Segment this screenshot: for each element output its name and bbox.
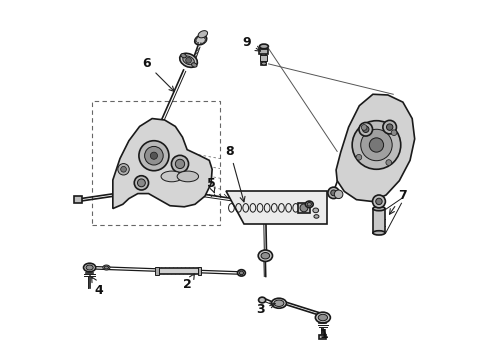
Circle shape xyxy=(118,163,129,175)
Circle shape xyxy=(262,200,270,207)
Text: 1: 1 xyxy=(319,328,328,341)
Circle shape xyxy=(196,41,197,42)
Circle shape xyxy=(175,159,185,168)
Ellipse shape xyxy=(180,53,197,67)
Ellipse shape xyxy=(161,171,182,182)
Circle shape xyxy=(300,204,308,212)
Circle shape xyxy=(202,36,203,37)
Ellipse shape xyxy=(83,263,96,272)
Ellipse shape xyxy=(192,63,197,67)
Ellipse shape xyxy=(260,44,269,49)
Circle shape xyxy=(363,126,369,132)
Text: 2: 2 xyxy=(183,274,195,291)
Circle shape xyxy=(334,190,343,199)
Polygon shape xyxy=(226,192,327,224)
Bar xyxy=(260,55,267,62)
Circle shape xyxy=(172,156,189,172)
Polygon shape xyxy=(336,94,415,202)
Ellipse shape xyxy=(314,215,319,218)
Circle shape xyxy=(204,37,206,39)
Circle shape xyxy=(352,121,401,169)
Text: 8: 8 xyxy=(226,145,245,202)
Ellipse shape xyxy=(271,298,287,308)
Bar xyxy=(262,46,266,65)
Circle shape xyxy=(356,154,362,160)
Circle shape xyxy=(387,124,393,130)
Bar xyxy=(298,203,310,213)
Ellipse shape xyxy=(258,250,272,261)
Circle shape xyxy=(197,42,199,44)
Ellipse shape xyxy=(305,201,313,207)
Ellipse shape xyxy=(177,171,198,182)
Circle shape xyxy=(328,187,339,199)
Circle shape xyxy=(139,141,169,171)
Ellipse shape xyxy=(262,62,267,65)
Circle shape xyxy=(138,179,146,187)
Circle shape xyxy=(200,43,201,44)
Circle shape xyxy=(205,40,206,42)
Ellipse shape xyxy=(181,54,186,58)
Circle shape xyxy=(376,198,382,204)
Circle shape xyxy=(331,190,337,196)
Circle shape xyxy=(195,39,196,40)
Ellipse shape xyxy=(239,271,244,275)
Ellipse shape xyxy=(373,206,385,211)
Circle shape xyxy=(205,39,206,41)
Bar xyxy=(319,336,326,339)
Circle shape xyxy=(386,160,392,165)
Circle shape xyxy=(259,196,273,210)
Circle shape xyxy=(372,195,386,208)
Circle shape xyxy=(391,130,397,136)
Ellipse shape xyxy=(318,314,327,321)
Ellipse shape xyxy=(274,300,284,306)
Circle shape xyxy=(121,166,126,172)
Text: 6: 6 xyxy=(143,57,174,91)
Text: 9: 9 xyxy=(243,36,261,51)
Circle shape xyxy=(134,176,148,190)
Ellipse shape xyxy=(183,56,195,65)
Circle shape xyxy=(361,125,367,130)
Circle shape xyxy=(196,37,198,38)
Bar xyxy=(373,208,385,233)
Circle shape xyxy=(203,42,204,44)
Circle shape xyxy=(361,129,392,161)
Bar xyxy=(74,197,82,203)
Ellipse shape xyxy=(373,231,385,235)
Ellipse shape xyxy=(198,31,208,38)
Bar xyxy=(155,267,159,275)
Bar xyxy=(157,268,198,274)
Circle shape xyxy=(369,138,384,152)
Text: 4: 4 xyxy=(92,277,103,297)
Polygon shape xyxy=(113,118,212,208)
Bar xyxy=(259,49,268,54)
Ellipse shape xyxy=(261,252,270,259)
Text: 3: 3 xyxy=(256,303,275,316)
Text: 5: 5 xyxy=(207,177,216,193)
Ellipse shape xyxy=(259,297,266,303)
Ellipse shape xyxy=(103,265,110,270)
Ellipse shape xyxy=(313,208,318,213)
Circle shape xyxy=(199,36,200,37)
Circle shape xyxy=(186,58,192,63)
Ellipse shape xyxy=(86,265,93,270)
Ellipse shape xyxy=(238,270,245,276)
Circle shape xyxy=(359,122,372,136)
Ellipse shape xyxy=(307,203,312,206)
Circle shape xyxy=(145,147,163,165)
Bar xyxy=(198,267,201,275)
Circle shape xyxy=(150,152,157,159)
Ellipse shape xyxy=(104,266,109,269)
Ellipse shape xyxy=(316,312,330,323)
Ellipse shape xyxy=(195,35,207,45)
Circle shape xyxy=(383,120,396,134)
Text: 7: 7 xyxy=(390,189,407,214)
